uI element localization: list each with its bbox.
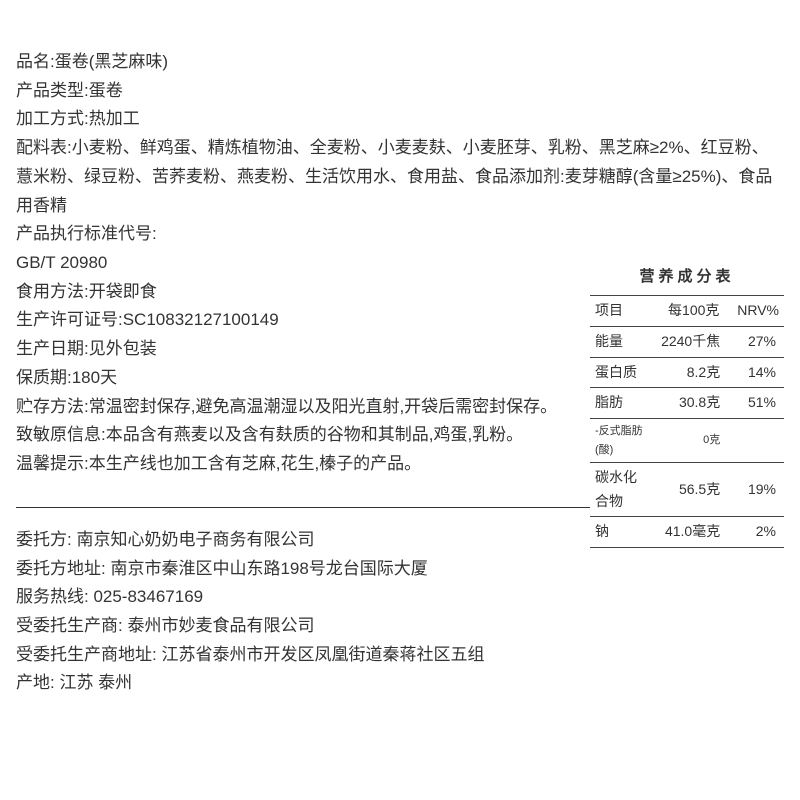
nutrition-cell-nrv: 51% [732,388,784,419]
nutrition-row: 脂肪30.8克51% [590,388,784,419]
nutrition-header-nrv: NRV% [732,296,784,327]
nutrition-cell-per: 56.5克 [655,463,732,517]
manufacturer-info-block: 委托方: 南京知心奶奶电子商务有限公司委托方地址: 南京市秦淮区中山东路198号… [16,526,784,698]
product-info-line: 产品执行标准代号: [16,220,784,249]
nutrition-panel: 营养成分表 项目 每100克 NRV% 能量2240千焦27%蛋白质8.2克14… [590,260,784,548]
manufacturer-info-line: 受委托生产商: 泰州市妙麦食品有限公司 [16,612,784,641]
nutrition-cell-per: 2240千焦 [655,327,732,358]
nutrition-cell-nrv: 2% [732,517,784,548]
nutrition-row: 蛋白质8.2克14% [590,357,784,388]
manufacturer-info-line: 委托方地址: 南京市秦淮区中山东路198号龙台国际大厦 [16,555,784,584]
nutrition-header-row: 项目 每100克 NRV% [590,296,784,327]
nutrition-cell-item: 碳水化合物 [590,463,655,517]
nutrition-header-per: 每100克 [655,296,732,327]
manufacturer-info-line: 产地: 江苏 泰州 [16,669,784,698]
product-info-line: 加工方式:热加工 [16,105,784,134]
manufacturer-info-line: 服务热线: 025-83467169 [16,583,784,612]
product-info-line: 品名:蛋卷(黑芝麻味) [16,48,784,77]
nutrition-cell-item: -反式脂肪(酸) [590,418,655,462]
nutrition-cell-per: 41.0毫克 [655,517,732,548]
manufacturer-info-line: 受委托生产商地址: 江苏省泰州市开发区凤凰街道秦蒋社区五组 [16,641,784,670]
nutrition-cell-nrv [732,418,784,462]
nutrition-cell-item: 蛋白质 [590,357,655,388]
nutrition-cell-item: 脂肪 [590,388,655,419]
product-info-line: 产品类型:蛋卷 [16,77,784,106]
nutrition-cell-item: 能量 [590,327,655,358]
nutrition-table: 项目 每100克 NRV% 能量2240千焦27%蛋白质8.2克14%脂肪30.… [590,295,784,548]
nutrition-row: -反式脂肪(酸)0克 [590,418,784,462]
nutrition-row: 钠41.0毫克2% [590,517,784,548]
nutrition-row: 能量2240千焦27% [590,327,784,358]
nutrition-cell-nrv: 27% [732,327,784,358]
nutrition-title: 营养成分表 [590,260,784,295]
product-info-line: 配料表:小麦粉、鲜鸡蛋、精炼植物油、全麦粉、小麦麦麸、小麦胚芽、乳粉、黑芝麻≥2… [16,134,784,220]
nutrition-cell-per: 8.2克 [655,357,732,388]
nutrition-cell-per: 0克 [655,418,732,462]
nutrition-cell-nrv: 14% [732,357,784,388]
nutrition-row: 碳水化合物56.5克19% [590,463,784,517]
nutrition-cell-nrv: 19% [732,463,784,517]
nutrition-header-item: 项目 [590,296,655,327]
nutrition-cell-item: 钠 [590,517,655,548]
nutrition-cell-per: 30.8克 [655,388,732,419]
